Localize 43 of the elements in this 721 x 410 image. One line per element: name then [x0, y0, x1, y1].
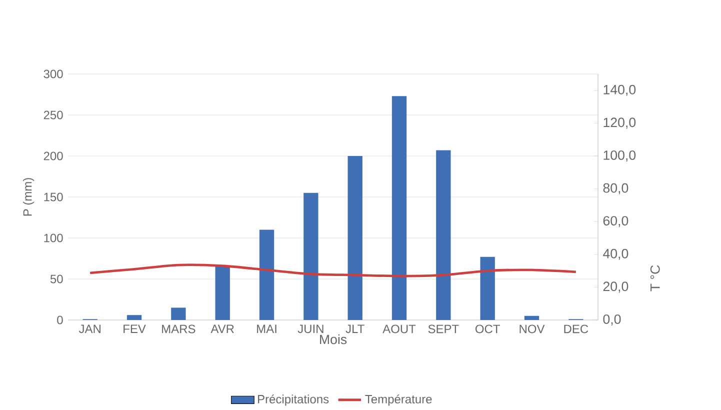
y2-tick-label: 80,0 [603, 183, 628, 194]
y2-tick-label: 20,0 [603, 282, 628, 293]
bar [126, 315, 142, 320]
bar [436, 150, 451, 320]
bar [348, 156, 362, 320]
x-tick-label: JAN [78, 324, 100, 334]
x-tick-label: AVR [210, 324, 234, 333]
y2-tick-label: 40,0 [603, 248, 628, 260]
y2-tick-label: 140,0 [604, 84, 636, 96]
x-axis-title: Mois [320, 334, 347, 344]
y-tick-label: 50 [50, 274, 63, 284]
x-tick-label: MARS [162, 324, 196, 334]
y-tick-label: 200 [44, 152, 63, 160]
bar [392, 96, 407, 320]
x-tick-label: MAI [257, 324, 276, 333]
bar [480, 256, 495, 320]
y-tick-label: 250 [44, 110, 63, 120]
bar [171, 308, 186, 320]
x-tick-label: OCT [475, 324, 500, 334]
y2-tick-label: 0,0 [603, 314, 621, 326]
bar [215, 266, 230, 320]
bar [259, 230, 274, 320]
x-tick-label: NOV [520, 324, 545, 334]
y2-tick-label: 60,0 [603, 216, 628, 228]
x-tick-label: FEV [124, 324, 146, 333]
x-tick-label: SEPT [428, 324, 459, 334]
legend-label: Température [365, 394, 432, 406]
y-tick-label: 100 [44, 234, 63, 242]
bar [304, 192, 318, 320]
y2-tick-label: 120,0 [604, 118, 636, 129]
x-tick-label: AOUT [382, 324, 416, 334]
y-tick-label: 150 [44, 192, 63, 202]
y-tick-label: 300 [44, 70, 63, 78]
x-tick-label: JUIN [298, 324, 324, 334]
bar [524, 316, 540, 320]
x-tick-label: DEC [564, 324, 588, 334]
y2-axis-title: T °C [650, 265, 660, 292]
y-axis-title: P (mm) [22, 178, 34, 216]
line-series [88, 264, 578, 278]
y-tick-label: 0 [57, 316, 63, 324]
x-tick-label: JLT [346, 324, 364, 334]
legend-label: Précipitations [258, 394, 329, 406]
y2-tick-label: 100,0 [604, 150, 636, 162]
